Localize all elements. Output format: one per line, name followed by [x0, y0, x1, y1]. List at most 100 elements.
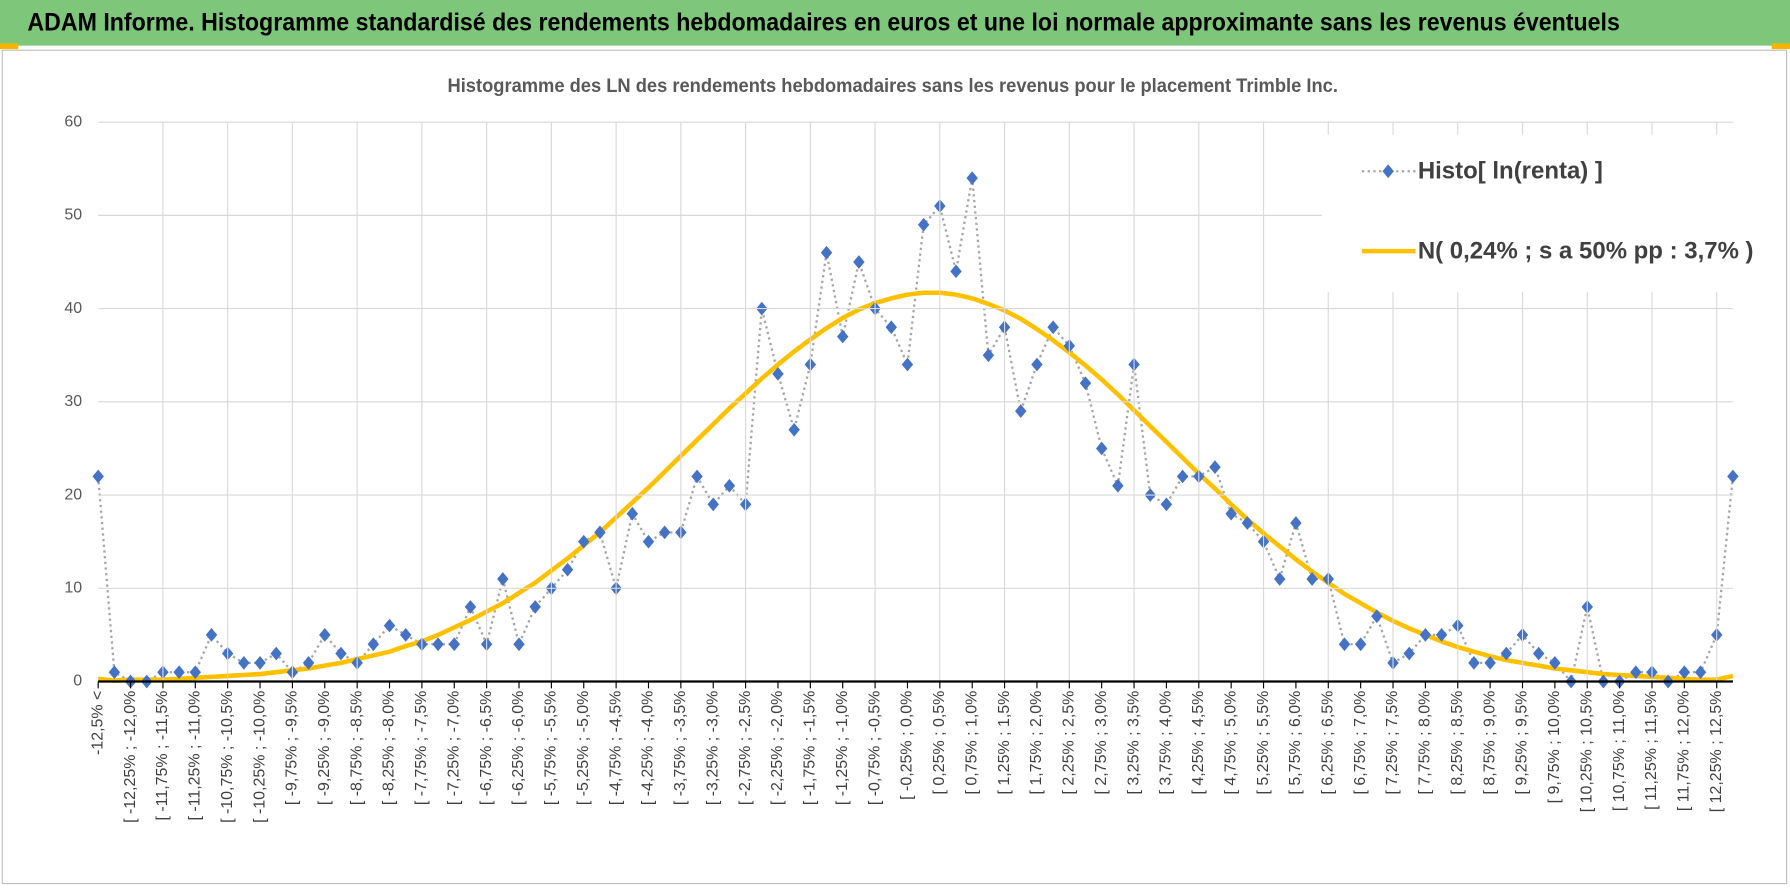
data-point: [772, 367, 784, 381]
data-point: [917, 217, 930, 232]
x-tick-label: [ -1,25% ; -1,0%: [834, 691, 851, 806]
data-point: [691, 469, 703, 484]
x-tick-label: [ 7,25% ; 7,5%: [1384, 691, 1401, 795]
x-tick-label: [ 1,25% ; 1,5%: [996, 691, 1013, 795]
data-point: [1354, 637, 1367, 652]
x-tick-label: [ 10,25% ; 10,5%: [1578, 691, 1595, 813]
y-tick-label: 60: [64, 113, 82, 130]
data-point: [950, 264, 962, 279]
data-point: [1047, 320, 1059, 335]
x-tick-label: [ 9,75% ; 10,0%: [1546, 691, 1563, 804]
x-tick-label: [ -2,25% ; -2,0%: [769, 691, 786, 806]
legend-label: N( 0,24% ; s a 50% pp : 3,7% ): [1418, 238, 1754, 265]
data-point: [1274, 572, 1286, 586]
x-tick-label: [ -5,25% ; -5,0%: [575, 691, 592, 806]
x-tick-label: [ -4,75% ; -4,5%: [607, 691, 624, 806]
x-tick-label: [ 12,25% ; 12,5%: [1708, 691, 1725, 813]
data-point: [853, 255, 865, 269]
x-tick-label: [ 3,25% ; 3,5%: [1125, 691, 1142, 795]
legend-box: [1321, 134, 1736, 293]
x-tick-label: [ -0,25% ; 0,0%: [899, 691, 916, 800]
data-point: [1290, 516, 1302, 530]
data-point: [885, 320, 897, 335]
x-tick-label: [ 10,75% ; 11,0%: [1611, 691, 1628, 811]
x-tick-label: [ 2,75% ; 3,0%: [1093, 691, 1110, 795]
y-tick-label: 30: [64, 393, 82, 410]
x-tick-label: [ 0,75% ; 1,0%: [963, 691, 980, 795]
data-point: [578, 534, 590, 549]
data-point: [626, 506, 639, 521]
data-point: [901, 357, 914, 372]
x-tick-label: [ -8,75% ; -8,5%: [348, 691, 365, 806]
x-tick-label: [ -8,25% ; -8,0%: [381, 691, 398, 806]
x-tick-label: [ 8,75% ; 9,0%: [1481, 691, 1498, 795]
x-tick-label: [ -11,75% ; -11,5%: [154, 691, 171, 821]
x-tick-label: [ -5,75% ; -5,5%: [543, 691, 560, 806]
x-tick-label: [ -7,75% ; -7,5%: [413, 691, 430, 806]
data-point: [723, 478, 736, 493]
x-tick-label: [ 4,25% ; 4,5%: [1190, 691, 1207, 795]
x-tick-label: [ -9,75% ; -9,5%: [284, 691, 301, 806]
data-point: [1371, 609, 1383, 624]
x-tick-label: [ -2,75% ; -2,5%: [737, 691, 754, 806]
x-tick-label: [ -12,25% ; -12,0%: [122, 691, 139, 823]
x-tick-label: [ 3,75% ; 4,0%: [1158, 691, 1175, 795]
x-tick-label: [ 5,25% ; 5,5%: [1255, 691, 1272, 795]
data-point: [642, 534, 655, 549]
data-point: [497, 572, 509, 586]
data-point: [1112, 478, 1124, 493]
x-tick-label: [ 6,75% ; 7,0%: [1352, 691, 1369, 795]
data-point: [367, 637, 380, 652]
data-point: [1225, 506, 1237, 521]
x-tick-label: [ 8,25% ; 8,5%: [1449, 691, 1466, 795]
x-tick-label: [ -1,75% ; -1,5%: [802, 691, 819, 806]
data-point: [383, 618, 396, 633]
y-tick-label: 20: [64, 486, 82, 503]
x-tick-label: [ 4,75% ; 5,0%: [1222, 691, 1239, 795]
data-point: [513, 637, 525, 652]
data-point: [837, 329, 849, 344]
data-point: [707, 497, 719, 512]
x-tick-label: [ 0,25% ; 0,5%: [931, 691, 948, 795]
legend-label: Histo[ ln(renta) ]: [1418, 158, 1603, 185]
x-tick-label: [ -3,75% ; -3,5%: [672, 691, 689, 806]
data-point: [966, 171, 978, 185]
data-point: [529, 600, 541, 614]
x-tick-label: [ -10,75% ; -10,5%: [219, 691, 236, 823]
x-tick-label: [ 2,25% ; 2,5%: [1061, 691, 1078, 795]
series-line: [97, 290, 1734, 683]
x-tick-label: [ -7,25% ; -7,0%: [445, 691, 462, 806]
x-tick-label: [ 1,75% ; 2,0%: [1028, 691, 1045, 795]
x-tick-label: [ -4,25% ; -4,0%: [640, 691, 657, 806]
header-title: ADAM Informe. Histogramme standardisé de…: [27, 9, 1619, 37]
data-point: [92, 469, 104, 484]
y-tick-label: 0: [73, 673, 82, 690]
x-tick-label: [ -11,25% ; -11,0%: [187, 691, 204, 821]
data-point: [1015, 404, 1027, 419]
x-tick-label: [ -9,25% ; -9,0%: [316, 691, 333, 806]
data-point: [982, 348, 995, 363]
y-tick-label: 50: [64, 207, 82, 224]
data-point: [820, 245, 833, 260]
corner-mark: [0, 43, 19, 50]
x-tick-label: [ 11,75% ; 12,0%: [1676, 691, 1693, 811]
x-tick-label: [ -3,25% ; -3,0%: [704, 691, 721, 806]
x-tick-label: [ 7,75% ; 8,0%: [1417, 691, 1434, 795]
x-tick-label: [ -6,75% ; -6,5%: [478, 691, 495, 806]
data-point: [448, 637, 460, 652]
x-tick-label: [ 6,25% ; 6,5%: [1319, 691, 1336, 795]
header-bar: [0, 0, 1790, 46]
x-tick-label: [ 9,25% ; 9,5%: [1514, 691, 1531, 795]
x-tick-label: [ -0,75% ; -0,5%: [866, 691, 883, 806]
x-tick-label: [ -6,25% ; -6,0%: [510, 691, 527, 806]
data-point: [1241, 516, 1254, 530]
data-point: [1727, 469, 1739, 484]
y-tick-label: 40: [64, 300, 82, 317]
corner-mark: [1771, 43, 1790, 50]
data-point: [1176, 469, 1189, 484]
x-tick-label: [ 5,75% ; 6,0%: [1287, 691, 1304, 795]
x-tick-label: [ -10,25% ; -10,0%: [251, 691, 268, 823]
x-tick-label: -12,5% <: [89, 691, 106, 755]
